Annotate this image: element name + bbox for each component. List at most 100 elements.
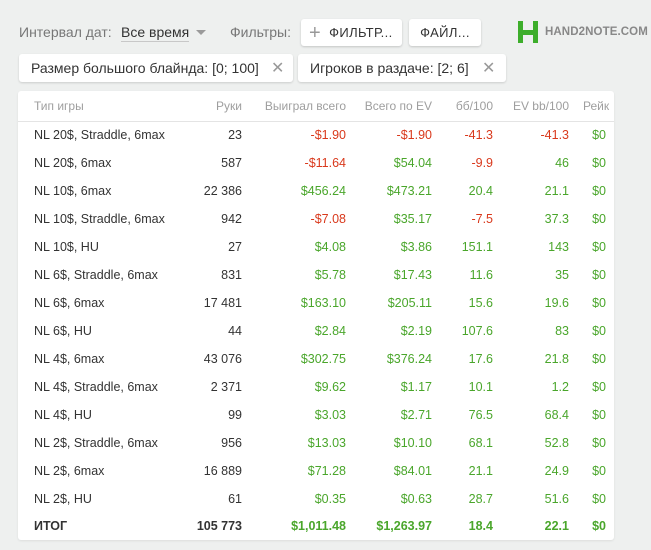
cell-rake: $0 xyxy=(592,436,606,450)
cell-rake: $0 xyxy=(592,519,606,533)
table-row[interactable]: NL 4$, 6max 43 076 $302.75 $376.24 17.6 21.8 $… xyxy=(18,345,614,373)
table-header-row: Тип игры Руки Выиграл всего Всего по EV … xyxy=(18,91,614,122)
cell-evbb100: 1.2 xyxy=(551,380,569,394)
logo-text: HAND2NOTE.COM xyxy=(545,26,648,38)
close-icon[interactable]: ✕ xyxy=(271,60,285,77)
cell-won: $163.10 xyxy=(300,296,346,310)
close-icon[interactable]: ✕ xyxy=(482,60,496,77)
cell-hands: 23 xyxy=(228,128,242,143)
cell-rake: $0 xyxy=(592,184,606,198)
cell-game-type: NL 2$, HU xyxy=(34,492,92,506)
filter-chip-players[interactable]: Игроков в раздаче: [2; 6] ✕ xyxy=(298,54,506,82)
cell-game-type: NL 10$, Straddle, 6max xyxy=(34,212,165,226)
cell-rake: $0 xyxy=(592,128,606,143)
cell-evbb100: 68.4 xyxy=(544,408,569,422)
stats-table: Тип игры Руки Выиграл всего Всего по EV … xyxy=(18,91,614,539)
cell-game-type: NL 10$, HU xyxy=(34,240,99,254)
cell-won: $13.03 xyxy=(307,436,346,450)
cell-evbb100: -41.3 xyxy=(540,128,570,143)
cell-evbb100: 83 xyxy=(555,324,569,338)
cell-ev: $2.71 xyxy=(400,408,432,422)
total-row[interactable]: ИТОГ 105 773 $1,011.48 $1,263.97 18.4 22.1 $0 xyxy=(18,513,614,539)
cell-game-type: NL 20$, Straddle, 6max xyxy=(34,128,165,143)
table-row[interactable]: NL 20$, Straddle, 6max 23 -$1.90 -$1.90 -41.… xyxy=(18,121,614,149)
cell-game-type: NL 4$, HU xyxy=(34,408,92,422)
table-row[interactable]: NL 4$, HU 99 $3.03 $2.71 76.5 68.4 $0 xyxy=(18,401,614,429)
cell-hands: 956 xyxy=(221,436,242,450)
cell-hands: 44 xyxy=(228,324,242,338)
cell-ev: $54.04 xyxy=(393,156,432,170)
filter-chip-label: Размер большого блайнда: [0; 100] xyxy=(31,60,259,76)
column-header-game-type[interactable]: Тип игры xyxy=(18,91,194,122)
plus-icon: + xyxy=(309,21,322,44)
cell-game-type: NL 4$, 6max xyxy=(34,352,105,366)
cell-evbb100: 37.3 xyxy=(544,212,569,226)
cell-bb100: 28.7 xyxy=(468,492,493,506)
cell-won: $5.78 xyxy=(314,268,346,282)
column-header-won[interactable]: Выиграл всего xyxy=(256,91,360,122)
date-interval-value: Все время xyxy=(121,24,190,42)
cell-game-type: NL 2$, 6max xyxy=(34,464,105,478)
cell-game-type: NL 6$, Straddle, 6max xyxy=(34,268,158,282)
cell-rake: $0 xyxy=(592,296,606,310)
table-row[interactable]: NL 20$, 6max 587 -$11.64 $54.04 -9.9 46 $0 xyxy=(18,149,614,177)
table-row[interactable]: NL 6$, HU 44 $2.84 $2.19 107.6 83 $0 xyxy=(18,317,614,345)
table-row[interactable]: NL 2$, 6max 16 889 $71.28 $84.01 21.1 24.9 $0 xyxy=(18,457,614,485)
cell-rake: $0 xyxy=(592,380,606,394)
cell-rake: $0 xyxy=(592,324,606,338)
cell-evbb100: 35 xyxy=(555,268,569,282)
table-row[interactable]: NL 2$, Straddle, 6max 956 $13.03 $10.10 68.1… xyxy=(18,429,614,457)
chevron-down-icon[interactable] xyxy=(196,30,206,35)
cell-won: -$11.64 xyxy=(304,156,346,170)
table-row[interactable]: NL 2$, HU 61 $0.35 $0.63 28.7 51.6 $0 xyxy=(18,485,614,513)
cell-hands: 27 xyxy=(228,240,242,254)
table-row[interactable]: NL 6$, 6max 17 481 $163.10 $205.11 15.6 19.6 $… xyxy=(18,289,614,317)
cell-rake: $0 xyxy=(592,408,606,422)
cell-evbb100: 21.8 xyxy=(544,352,569,366)
cell-game-type: ИТОГ xyxy=(34,519,68,533)
cell-evbb100: 143 xyxy=(548,240,569,254)
table-row[interactable]: NL 6$, Straddle, 6max 831 $5.78 $17.43 11.6 3… xyxy=(18,261,614,289)
cell-evbb100: 19.6 xyxy=(544,296,569,310)
table-row[interactable]: NL 4$, Straddle, 6max 2 371 $9.62 $1.17 10.1… xyxy=(18,373,614,401)
cell-evbb100: 24.9 xyxy=(544,464,569,478)
cell-bb100: 11.6 xyxy=(469,268,493,282)
add-filter-button[interactable]: + ФИЛЬТР... xyxy=(301,19,402,46)
cell-hands: 16 889 xyxy=(203,464,242,478)
cell-rake: $0 xyxy=(592,352,606,366)
table-row[interactable]: NL 10$, 6max 22 386 $456.24 $473.21 20.4 21.1… xyxy=(18,177,614,205)
table-row[interactable]: NL 10$, Straddle, 6max 942 -$7.08 $35.17 -7.… xyxy=(18,205,614,233)
cell-ev: $473.21 xyxy=(386,184,432,198)
cell-won: -$7.08 xyxy=(310,212,346,226)
cell-won: $0.35 xyxy=(314,492,346,506)
cell-game-type: NL 6$, 6max xyxy=(34,296,105,310)
cell-won: $9.62 xyxy=(314,380,346,394)
cell-hands: 2 371 xyxy=(210,380,242,394)
add-filter-label: ФИЛЬТР... xyxy=(329,25,393,40)
cell-won: $2.84 xyxy=(314,324,346,338)
cell-game-type: NL 2$, Straddle, 6max xyxy=(34,436,158,450)
filter-chip-label: Игроков в раздаче: [2; 6] xyxy=(310,60,469,76)
column-header-bb100[interactable]: бб/100 xyxy=(446,91,507,122)
cell-game-type: NL 20$, 6max xyxy=(34,156,112,170)
cell-hands: 61 xyxy=(228,492,242,506)
cell-ev: -$1.90 xyxy=(396,128,432,143)
cell-won: $456.24 xyxy=(300,184,346,198)
cell-ev: $35.17 xyxy=(393,212,432,226)
column-header-evbb100[interactable]: EV bb/100 xyxy=(507,91,583,122)
table-row[interactable]: NL 10$, HU 27 $4.08 $3.86 151.1 143 $0 xyxy=(18,233,614,261)
cell-rake: $0 xyxy=(592,464,606,478)
column-header-hands[interactable]: Руки xyxy=(194,91,256,122)
date-interval-select[interactable]: Все время xyxy=(121,24,190,42)
column-header-rake[interactable]: Рейк xyxy=(583,91,614,122)
cell-game-type: NL 6$, HU xyxy=(34,324,92,338)
cell-ev: $10.10 xyxy=(393,436,432,450)
cell-hands: 942 xyxy=(221,212,242,226)
column-header-ev[interactable]: Всего по EV xyxy=(360,91,446,122)
stats-table-panel: Тип игры Руки Выиграл всего Всего по EV … xyxy=(18,91,614,540)
cell-bb100: 10.1 xyxy=(468,380,493,394)
file-button[interactable]: ФАЙЛ... xyxy=(409,19,481,46)
filter-chip-big-blind[interactable]: Размер большого блайнда: [0; 100] ✕ xyxy=(19,54,293,82)
h2n-logo-icon xyxy=(518,21,538,43)
cell-ev: $1,263.97 xyxy=(376,519,432,533)
